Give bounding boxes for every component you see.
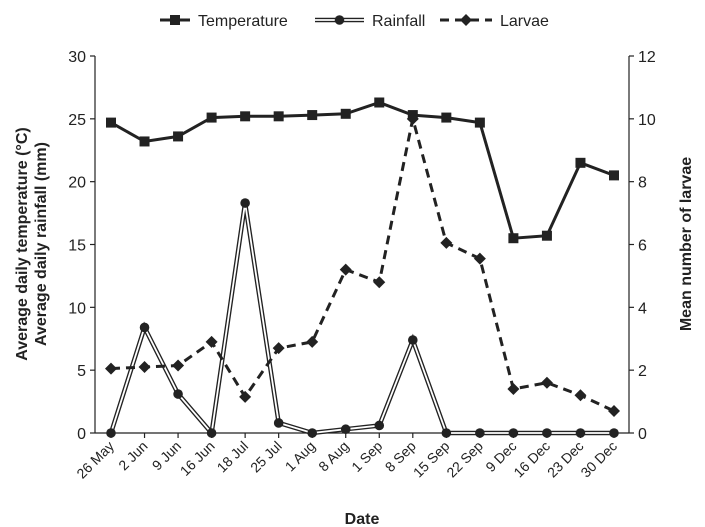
larvae-point <box>239 390 252 403</box>
y-axis-left-title-2: Average daily rainfall (mm) <box>33 142 50 346</box>
legend-item-rainfall: Rainfall <box>315 13 425 30</box>
series-larvae <box>105 112 620 418</box>
rainfall-line-inner <box>110 202 614 436</box>
x-tick-label: 16 Jun <box>177 438 218 479</box>
y-axis-left-title-1: Average daily temperature (°C) <box>14 127 31 360</box>
y-right-tick-label: 10 <box>638 112 656 129</box>
rainfall-point <box>307 428 318 438</box>
temperature-point <box>106 117 116 128</box>
rainfall-point <box>575 428 586 438</box>
legend-item-temperature: Temperature <box>160 13 288 30</box>
temperature-point <box>474 117 485 128</box>
y-axis-right-title: Mean number of larvae <box>678 157 695 331</box>
larvae-point <box>608 405 620 418</box>
x-tick-label: 22 Sep <box>443 438 486 481</box>
larvae-point <box>540 376 553 389</box>
rainfall-point <box>441 428 452 438</box>
larvae-point <box>105 362 117 375</box>
series-rainfall <box>106 198 619 439</box>
temperature-point <box>340 108 351 119</box>
y-left-tick-label: 30 <box>68 49 86 66</box>
temperature-point <box>541 230 552 241</box>
temperature-point <box>575 157 586 168</box>
larvae-point <box>473 252 486 265</box>
x-tick-label: 26 May <box>73 438 117 482</box>
x-tick-label: 1 Sep <box>348 438 385 475</box>
rainfall-point <box>609 428 619 438</box>
larvae-line <box>110 118 615 413</box>
legend-temperature-label: Temperature <box>198 13 288 30</box>
series-layer <box>105 97 620 439</box>
rainfall-point <box>475 428 485 438</box>
legend-rainfall-marker <box>334 15 345 25</box>
larvae-point <box>373 276 386 289</box>
rainfall-point <box>508 428 519 438</box>
temperature-point <box>206 112 217 123</box>
larvae-point <box>574 389 587 402</box>
rainfall-point <box>408 335 418 345</box>
larvae-point <box>339 263 352 276</box>
temperature-point <box>374 97 385 108</box>
temperature-point <box>609 170 619 181</box>
y-left-tick-label: 10 <box>68 300 86 317</box>
x-tick-label: 18 Jul <box>214 438 252 476</box>
x-tick-label: 16 Dec <box>510 438 553 481</box>
larvae-point <box>507 383 520 396</box>
larvae-point <box>272 342 285 355</box>
temperature-point <box>240 111 251 122</box>
y-right-tick-label: 4 <box>638 300 647 317</box>
y-right-tick-label: 0 <box>638 426 647 443</box>
rainfall-point <box>106 428 116 438</box>
legend-temperature-marker <box>170 15 180 25</box>
x-tick-label: 25 Jul <box>247 438 285 476</box>
temperature-point <box>273 111 284 122</box>
y-right-tick-label: 8 <box>638 175 647 192</box>
temperature-point <box>441 112 452 123</box>
larvae-point <box>406 112 419 125</box>
temperature-point <box>173 131 184 142</box>
rainfall-point <box>374 420 385 431</box>
legend-larvae-label: Larvae <box>500 13 549 30</box>
y-right-tick-label: 12 <box>638 49 656 66</box>
series-temperature <box>106 97 619 244</box>
rainfall-point <box>139 322 150 333</box>
y-right-tick-label: 2 <box>638 363 647 380</box>
temperature-point <box>307 110 318 121</box>
x-tick-label: 8 Aug <box>315 438 352 475</box>
larvae-point <box>172 359 185 372</box>
larvae-point <box>205 335 218 348</box>
rainfall-point <box>542 428 552 438</box>
rainfall-point <box>273 418 284 428</box>
rainfall-point <box>173 389 183 399</box>
legend-item-larvae: Larvae <box>440 13 549 30</box>
temperature-point <box>139 136 150 147</box>
larvae-point <box>306 335 319 348</box>
x-tick-label: 23 Dec <box>544 438 587 481</box>
legend-larvae-marker <box>460 14 472 26</box>
x-tick-label: 2 Jun <box>115 438 151 474</box>
rainfall-point <box>340 424 351 435</box>
x-tick-label: 30 Dec <box>577 438 620 481</box>
rainfall-point <box>206 428 217 438</box>
y-left-tick-label: 20 <box>68 175 86 192</box>
x-axis-title: Date <box>345 511 380 527</box>
y-left-tick-label: 0 <box>77 426 86 443</box>
y-left-tick-label: 5 <box>77 363 86 380</box>
x-tick-label: 15 Sep <box>410 438 453 481</box>
x-tick-label: 1 Aug <box>282 438 319 475</box>
rainfall-point <box>240 198 250 208</box>
larvae-point <box>440 236 453 249</box>
y-left-tick-label: 25 <box>68 112 86 129</box>
y-right-tick-label: 6 <box>638 238 647 255</box>
temperature-point <box>508 233 519 244</box>
legend: Temperature Rainfall Larvae <box>160 13 549 30</box>
legend-rainfall-label: Rainfall <box>372 13 425 30</box>
larvae-point <box>138 361 151 374</box>
temperature-line <box>110 100 615 240</box>
y-left-tick-label: 15 <box>68 238 86 255</box>
